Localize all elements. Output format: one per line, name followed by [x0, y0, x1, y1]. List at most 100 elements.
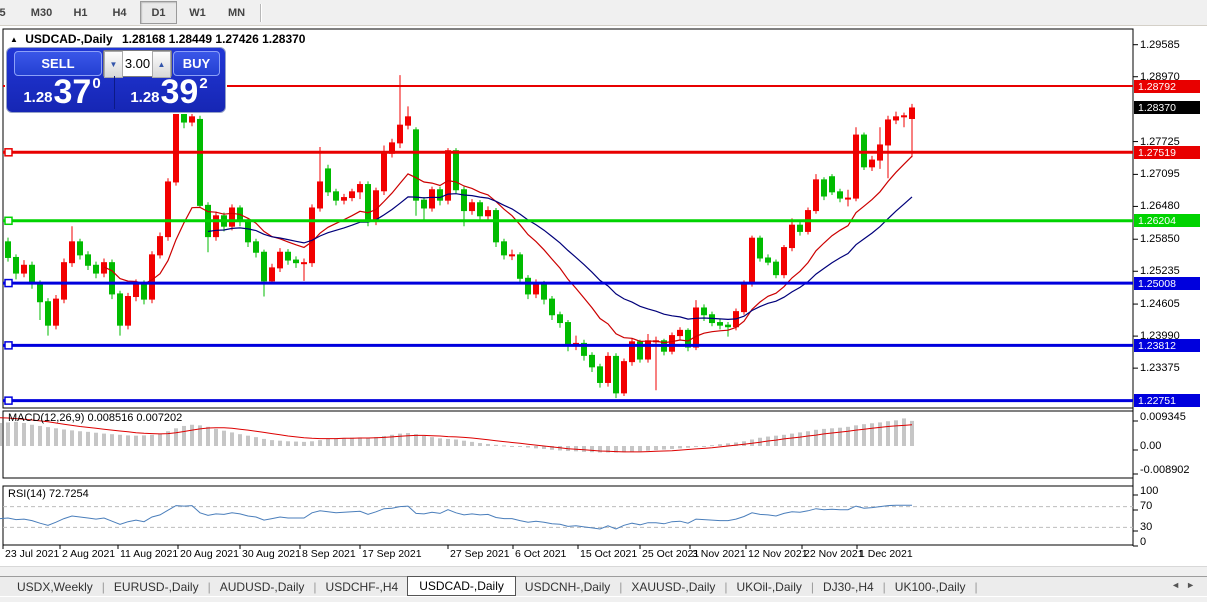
candle-body	[85, 254, 91, 266]
chart-tab-usdcnh-[interactable]: USDCNH-,Daily	[524, 580, 611, 594]
macd-bar	[886, 421, 890, 446]
macd-bar	[846, 426, 850, 446]
hline-handle-1.25008[interactable]	[4, 278, 13, 288]
buy-price-display[interactable]: 1.28 39 2	[117, 75, 221, 109]
macd-bar	[446, 438, 450, 446]
candle-body	[717, 322, 723, 326]
macd-bar	[310, 441, 314, 446]
candle-body	[453, 150, 459, 191]
candle-body	[213, 215, 219, 238]
macd-bar	[822, 428, 826, 446]
chart-tab-xauusd-[interactable]: XAUUSD-,Daily	[631, 580, 716, 594]
ma-fast-line	[103, 155, 913, 344]
date-axis-label: 1 Dec 2021	[859, 548, 913, 560]
chart-tab-usdx[interactable]: USDX,Weekly	[17, 580, 93, 594]
macd-histogram	[0, 418, 914, 453]
macd-bar	[166, 431, 170, 446]
candle-body	[125, 296, 131, 326]
macd-bar	[710, 445, 714, 447]
candle-body	[325, 168, 331, 193]
candle-body	[53, 298, 59, 326]
macd-bar	[262, 438, 266, 446]
macd-bar	[806, 431, 810, 446]
expand-panel-icon[interactable]: ▲	[10, 35, 18, 44]
macd-bar	[830, 428, 834, 446]
timeframe-button-w1[interactable]: W1	[189, 6, 206, 19]
candle-body	[645, 340, 651, 360]
macd-bar	[430, 437, 434, 446]
timeframe-button-5[interactable]: 5	[0, 6, 6, 19]
candle-body	[765, 257, 771, 263]
date-axis-label: 8 Sep 2021	[302, 548, 356, 560]
macd-bar	[414, 434, 418, 446]
macd-bar	[630, 446, 634, 452]
volume-input[interactable]: 3.00	[124, 56, 151, 71]
macd-bar	[574, 446, 578, 452]
candle-body	[437, 189, 443, 201]
buy-button[interactable]: BUY	[173, 51, 220, 76]
price-chart[interactable]	[0, 26, 1207, 572]
candle-body	[381, 152, 387, 192]
macd-bar	[550, 446, 554, 450]
macd-bar	[22, 422, 26, 446]
chart-tab-uk100-[interactable]: UK100-,Daily	[894, 580, 966, 594]
hline-handle-1.23812[interactable]	[4, 341, 13, 350]
chart-tab-eurusd-[interactable]: EURUSD-,Daily	[113, 580, 199, 594]
chart-tab-usdcad-[interactable]: USDCAD-,Daily	[407, 576, 516, 596]
timeframe-button-h1[interactable]: H1	[73, 6, 88, 19]
macd-bar	[334, 438, 338, 446]
sell-price-sup: 0	[92, 75, 101, 92]
candle-body	[245, 220, 251, 243]
date-axis-label: 6 Oct 2021	[515, 548, 567, 560]
timeframe-button-h4[interactable]: H4	[112, 6, 127, 19]
tab-scroll-left-icon[interactable]: ◄	[1171, 580, 1187, 590]
macd-bar	[702, 446, 706, 447]
date-axis-label: 17 Sep 2021	[362, 548, 422, 560]
candle-body	[413, 129, 419, 201]
sell-price-display[interactable]: 1.28 37 0	[10, 73, 115, 111]
sell-price-big: 37	[53, 73, 92, 111]
macd-bar	[246, 435, 250, 446]
hline-handle-1.27519[interactable]	[4, 148, 13, 157]
macd-bar	[142, 435, 146, 446]
volume-decrease-icon[interactable]: ▼	[104, 51, 123, 78]
candle-body	[549, 298, 555, 316]
hline-handle-1.22751[interactable]	[4, 396, 13, 405]
macd-bar	[678, 446, 682, 449]
candle-body	[829, 176, 835, 193]
macd-bar	[438, 438, 442, 446]
tab-scroll-right-icon[interactable]: ►	[1186, 580, 1201, 590]
volume-increase-icon[interactable]: ▲	[152, 51, 171, 78]
macd-bar	[374, 437, 378, 446]
chart-window[interactable]: ▲ USDCAD-,Daily 1.28168 1.28449 1.27426 …	[0, 26, 1207, 572]
timeframe-button-m30[interactable]: M30	[30, 6, 53, 19]
macd-bar	[614, 446, 618, 453]
candle-body	[813, 179, 819, 212]
chart-tab-audusd-[interactable]: AUDUSD-,Daily	[219, 580, 305, 594]
macd-bar	[486, 443, 490, 446]
timeframe-button-d1[interactable]: D1	[140, 1, 177, 24]
timeframe-button-mn[interactable]: MN	[227, 6, 246, 19]
hline-handle-1.26204[interactable]	[4, 216, 13, 226]
macd-bar	[190, 424, 194, 446]
sell-button[interactable]: SELL	[14, 51, 102, 76]
rsi-pane[interactable]	[2, 485, 1134, 546]
candle-body	[693, 307, 699, 348]
candle-body	[629, 341, 635, 363]
chart-tab-dj30-[interactable]: DJ30-,H4	[822, 580, 874, 594]
timeframe-toolbar: 5 M30 H1 H4 D1 W1 MN	[0, 0, 1207, 26]
tab-separator: |	[313, 580, 317, 594]
chart-tab-usdchf-[interactable]: USDCHF-,H4	[325, 580, 399, 594]
candle-body	[117, 293, 123, 326]
tab-separator: |	[207, 580, 211, 594]
macd-bar	[774, 435, 778, 446]
chart-tab-ukoil-[interactable]: UKOil-,Daily	[736, 580, 802, 594]
candle-body	[0, 243, 3, 263]
macd-bar	[382, 435, 386, 446]
rsi-line	[0, 504, 912, 530]
toolbar-separator	[260, 3, 262, 22]
macd-bar	[294, 441, 298, 446]
macd-bar	[158, 433, 162, 446]
macd-bar	[854, 425, 858, 446]
